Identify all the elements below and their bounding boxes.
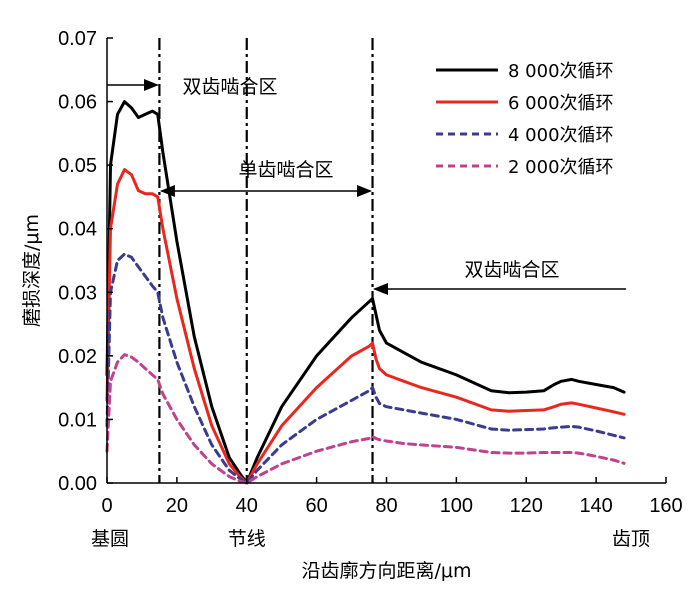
series-lines (105, 100, 626, 485)
axes: 0.00 0.01 0.02 0.03 0.04 0.05 0.06 0.07 0 20 40 60 8… (21, 28, 683, 582)
x-tick-label: 140 (579, 495, 612, 517)
x-tick-label: 20 (166, 495, 188, 517)
x-tick-label: 160 (649, 495, 682, 517)
tooth-tip-label: 齿顶 (612, 528, 650, 550)
series-line-3 (105, 353, 626, 485)
y-tick-label: 0.06 (58, 92, 97, 114)
y-tick-label: 0.03 (58, 282, 97, 304)
boundary-lines (158, 38, 374, 483)
x-tick-label: 120 (510, 495, 543, 517)
y-tick-label: 0.02 (58, 346, 97, 368)
pitch-line-label: 节线 (228, 528, 266, 550)
x-tick-label: 40 (236, 495, 258, 517)
series-line-1 (105, 168, 626, 485)
legend-label-1: 6 000次循环 (508, 93, 614, 114)
series-line-0 (105, 100, 626, 485)
base-circle-label: 基圆 (91, 528, 129, 550)
region-label-1: 单齿啮合区 (238, 159, 333, 181)
x-tick-label: 60 (306, 495, 328, 517)
y-tick-label: 0.05 (58, 155, 97, 177)
region-label-0: 双齿啮合区 (182, 76, 277, 98)
legend-label-2: 4 000次循环 (508, 125, 614, 146)
y-tick-label: 0.01 (58, 409, 97, 431)
x-tick-label: 80 (375, 495, 397, 517)
x-axis-title: 沿齿廓方向距离/μm (302, 560, 472, 582)
series-line-2 (105, 252, 626, 485)
x-tick-label: 0 (101, 495, 112, 517)
region-label-2: 双齿啮合区 (464, 259, 559, 281)
legend-label-3: 2 000次循环 (508, 157, 614, 178)
legend: 8 000次循环 6 000次循环 4 000次循环 2 000次循环 (436, 61, 614, 178)
y-tick-label: 0.00 (58, 473, 97, 495)
y-axis-title: 磨损深度/μm (21, 214, 43, 327)
y-tick-label: 0.07 (58, 28, 97, 50)
x-tick-label: 100 (440, 495, 473, 517)
y-tick-label: 0.04 (58, 219, 97, 241)
legend-label-0: 8 000次循环 (508, 61, 614, 82)
